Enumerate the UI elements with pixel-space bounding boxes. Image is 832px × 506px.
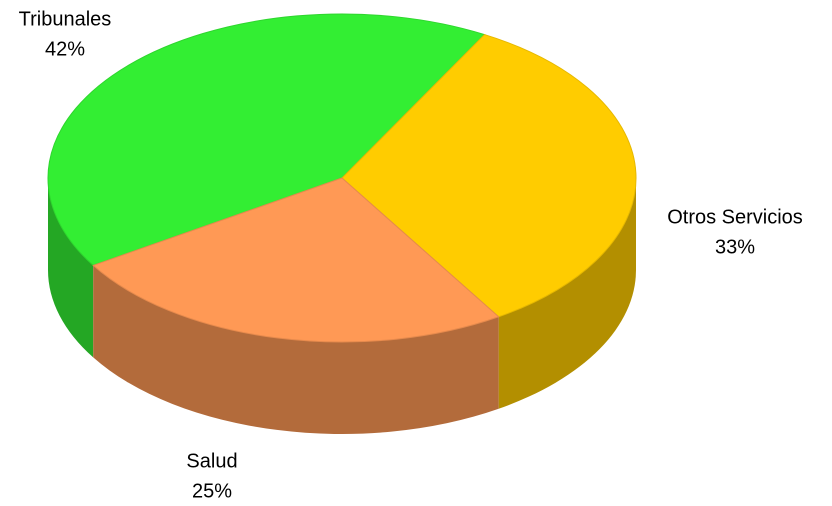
pie-sides [48,178,636,434]
category-label: Salud [186,450,237,472]
pie-tops [47,13,637,343]
category-label: Otros Servicios [667,206,803,228]
labels: Tribunales 42% Otros Servicios 33% Salud 25% [19,8,803,502]
category-label: Tribunales [19,8,112,30]
pie-side [498,178,636,409]
pie-slice [47,13,486,266]
pie-side [48,178,94,358]
pie-slice [92,177,500,343]
pie-slice [341,33,637,318]
pie-side [93,265,499,434]
value-label: 25% [192,480,232,502]
value-label: 33% [715,236,755,258]
value-label: 42% [45,38,85,60]
